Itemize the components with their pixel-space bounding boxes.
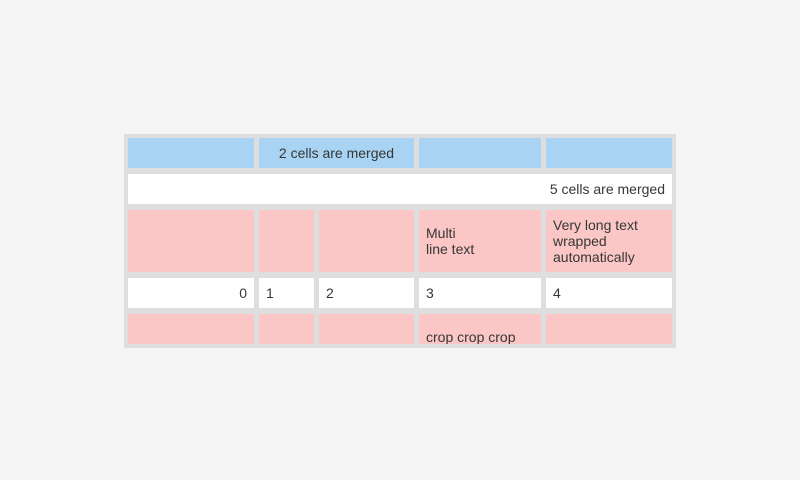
table-cell-r5c4[interactable]: crop crop crop crop — [419, 314, 541, 345]
multi-line-text-label: Multi line text — [426, 225, 475, 257]
table-cell-r4c3[interactable]: 2 — [319, 278, 414, 308]
table-cell-r4c5[interactable]: 4 — [546, 278, 672, 308]
table-cell-r5c2[interactable] — [259, 314, 314, 344]
table-cell-r4c4[interactable]: 3 — [419, 278, 541, 308]
table-cell-r5c5[interactable] — [546, 314, 672, 344]
table-cell-r5c1[interactable] — [128, 314, 254, 344]
table-cell-r1c4[interactable] — [419, 138, 541, 168]
table-cell-r3c5[interactable]: Very long text wrapped automatically — [546, 210, 672, 272]
table-cell-r1c2-merged[interactable]: 2 cells are merged — [259, 138, 414, 168]
table-cell-r4c2[interactable]: 1 — [259, 278, 314, 308]
table-cell-r3c1[interactable] — [128, 210, 254, 272]
number-2-label: 2 — [326, 285, 334, 301]
wrapped-text-label: Very long text wrapped automatically — [553, 217, 638, 265]
table-cell-r2c1-merged[interactable]: 5 cells are merged — [128, 174, 672, 204]
table-cell-r3c4[interactable]: Multi line text — [419, 210, 541, 272]
number-3-label: 3 — [426, 285, 434, 301]
merged-2-cells-label: 2 cells are merged — [278, 145, 395, 161]
table-widget[interactable]: 2 cells are merged 5 cells are merged Mu… — [124, 134, 676, 348]
table-cell-r3c2[interactable] — [259, 210, 314, 272]
table-cell-r1c1[interactable] — [128, 138, 254, 168]
merged-5-cells-label: 5 cells are merged — [549, 181, 665, 197]
table-cell-r1c5[interactable] — [546, 138, 672, 168]
number-1-label: 1 — [266, 285, 274, 301]
table-cell-r4c1[interactable]: 0 — [128, 278, 254, 308]
table-cell-r5c3[interactable] — [319, 314, 414, 344]
number-0-label: 0 — [239, 285, 247, 301]
cropped-text-label: crop crop crop crop — [426, 329, 516, 345]
number-4-label: 4 — [553, 285, 561, 301]
table-cell-r3c3[interactable] — [319, 210, 414, 272]
